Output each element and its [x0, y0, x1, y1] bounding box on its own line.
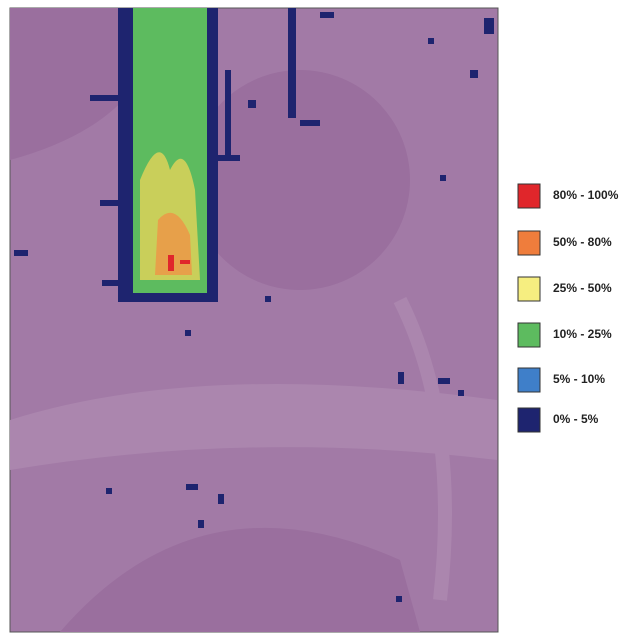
dose-region	[180, 260, 190, 264]
legend-label: 0% - 5%	[553, 412, 599, 426]
legend-label: 50% - 80%	[553, 235, 612, 249]
dose-region	[168, 255, 174, 271]
legend-swatch	[518, 231, 540, 255]
screenshot: 80% - 100% 50% - 80% 25% - 50% 10% - 25% 5% …	[0, 0, 634, 634]
legend-label: 80% - 100%	[553, 188, 619, 202]
legend-swatch	[518, 408, 540, 432]
page: 80% - 100% 50% - 80% 25% - 50% 10% - 25% 5% …	[0, 0, 634, 634]
legend-swatch	[518, 184, 540, 208]
legend-swatch	[518, 368, 540, 392]
legend-swatch	[518, 323, 540, 347]
region	[190, 70, 410, 290]
dose-map	[10, 8, 498, 632]
legend-label: 5% - 10%	[553, 372, 605, 386]
legend-label: 25% - 50%	[553, 281, 612, 295]
legend-label: 10% - 25%	[553, 327, 612, 341]
legend-swatch	[518, 277, 540, 301]
